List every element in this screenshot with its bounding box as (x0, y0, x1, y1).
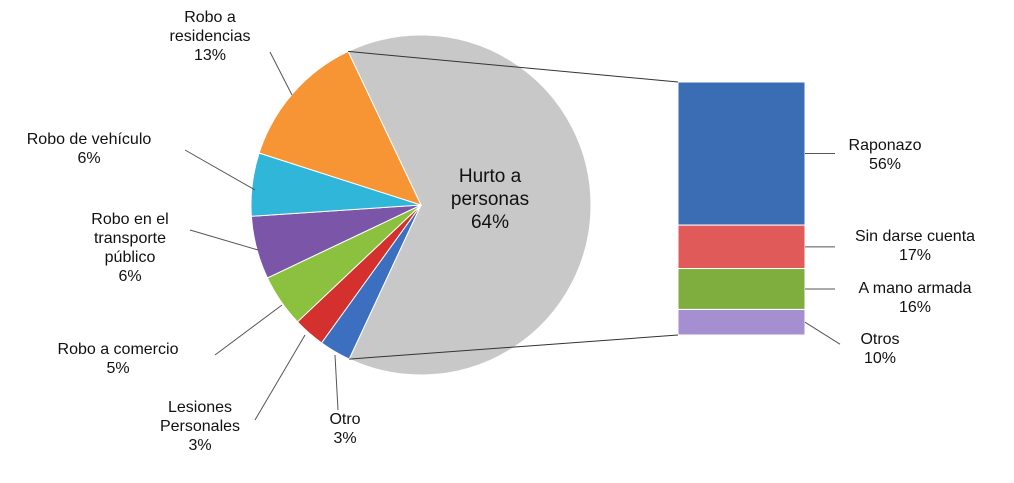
label-value: 56% (868, 155, 902, 173)
connector-line (349, 334, 679, 360)
label-value: 6% (77, 150, 101, 167)
leader-line (184, 149, 256, 191)
label-name: Hurto a personas (450, 166, 530, 210)
leader-line (189, 229, 259, 251)
label-name: Robo de vehículo (26, 131, 152, 148)
label-name: Robo a residencias (169, 9, 251, 45)
label-name: Robo a comercio (57, 341, 179, 358)
slice-label: Robo en el transporte público 6% (78, 210, 183, 286)
pie-slice (258, 50, 422, 206)
connector-line (348, 50, 679, 83)
bar-segment (677, 81, 806, 226)
label-value: 17% (898, 246, 932, 264)
slice-label: Robo a residencias 13% (150, 8, 270, 65)
label-name: Sin darse cuenta (854, 227, 976, 245)
label-value: 13% (193, 47, 227, 64)
bar-segment (677, 308, 806, 336)
label-name: Raponazo (848, 136, 922, 154)
leader-line (804, 321, 841, 345)
bar-label: Otros 10% (840, 330, 920, 368)
bar-segment (677, 224, 806, 270)
label-value: 64% (470, 212, 510, 233)
slice-label: Otro 3% (315, 410, 375, 448)
label-name: Lesiones Personales (159, 399, 241, 435)
label-value: 6% (118, 268, 142, 285)
label-name: Otros (860, 331, 900, 349)
label-value: 5% (106, 360, 130, 377)
leader-line (214, 304, 283, 356)
label-value: 16% (898, 299, 932, 316)
leader-line (254, 334, 306, 421)
label-name: A mano armada (858, 280, 972, 297)
bar-segment (677, 268, 806, 310)
pie-slice (347, 34, 592, 376)
bar-label: Raponazo 56% (835, 136, 935, 174)
leader-line (334, 354, 339, 411)
label-name: Otro (329, 411, 361, 428)
bar-label: Sin darse cuenta 17% (825, 227, 1005, 265)
slice-label: Lesiones Personales 3% (145, 398, 255, 455)
label-value: 3% (333, 430, 357, 447)
leader-line (269, 51, 293, 96)
label-value: 10% (863, 350, 897, 368)
slice-label: Robo de vehículo 6% (0, 130, 189, 168)
slice-label-inside: Hurto a personas 64% (420, 165, 560, 234)
label-name: Robo en el transporte público (91, 211, 169, 266)
label-value: 3% (188, 437, 212, 454)
slice-label: Robo a comercio 5% (18, 340, 218, 378)
bar-label: A mano armada 16% (825, 279, 1005, 317)
